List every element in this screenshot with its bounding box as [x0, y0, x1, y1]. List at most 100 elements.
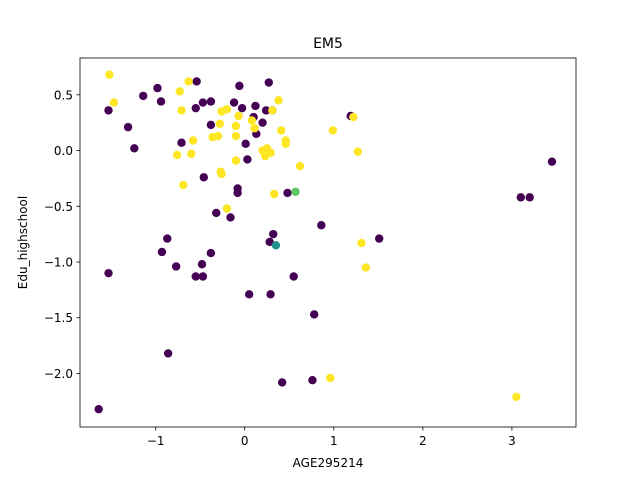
scatter-point — [250, 124, 259, 133]
scatter-point — [274, 96, 283, 105]
scatter-point — [281, 139, 290, 149]
scatter-point — [234, 111, 243, 121]
scatter-point — [213, 131, 223, 141]
scatter-point — [328, 126, 338, 135]
scatter-point — [247, 116, 257, 125]
scatter-point — [177, 106, 186, 115]
scatter-point — [266, 148, 275, 157]
y-tick-label: 0.5 — [54, 88, 73, 102]
y-tick-label: −2.0 — [44, 367, 73, 381]
axes-frame — [79, 57, 577, 428]
scatter-point — [206, 97, 216, 106]
scatter-point — [361, 263, 371, 272]
chart-title: EM5 — [313, 36, 343, 52]
scatter-point — [269, 229, 278, 239]
scatter-point — [212, 208, 221, 218]
scatter-point — [105, 70, 114, 79]
scatter-point — [264, 78, 273, 87]
scatter-point — [171, 262, 181, 271]
scatter-point — [226, 213, 235, 222]
scatter-point — [229, 98, 239, 107]
scatter-point — [269, 189, 279, 199]
scatter-point — [244, 290, 254, 299]
scatter-point — [295, 161, 305, 171]
x-tick-label: −1 — [147, 434, 165, 448]
y-tick-label: 0.0 — [54, 144, 73, 158]
scatter-point — [258, 118, 267, 127]
scatter-point — [187, 149, 196, 159]
scatter-point — [184, 77, 193, 86]
scatter-point — [163, 234, 172, 243]
scatter-point — [375, 234, 384, 243]
scatter-point — [283, 188, 292, 198]
scatter-point — [94, 404, 103, 414]
scatter-point — [310, 310, 319, 319]
scatter-point — [237, 103, 247, 113]
scatter-point — [326, 373, 335, 383]
scatter-point — [163, 349, 173, 358]
scatter-point — [139, 91, 148, 101]
scatter-point — [308, 375, 317, 385]
scatter-point — [197, 260, 207, 269]
scatter-point — [271, 241, 281, 250]
scatter-point — [191, 272, 200, 281]
y-axis-ticks: 0.5 0.0 −0.5 −1.0 −1.5 −2.0 — [44, 88, 80, 381]
scatter-point — [353, 147, 363, 156]
scatter-point — [265, 237, 274, 247]
scatter-point — [157, 247, 167, 257]
scatter-point — [109, 98, 119, 107]
scatter-point — [123, 122, 133, 132]
scatter-point — [217, 107, 226, 116]
scatter-point — [512, 392, 521, 402]
scatter-point — [349, 112, 358, 122]
scatter-point — [516, 193, 525, 202]
scatter-point — [153, 83, 162, 93]
scatter-point — [261, 106, 271, 115]
x-tick-label: 3 — [508, 434, 516, 448]
scatter-point — [206, 248, 216, 258]
y-tick-label: −0.5 — [44, 200, 73, 214]
scatter-point — [188, 136, 198, 145]
scatter-point — [130, 144, 139, 153]
scatter-point — [179, 180, 188, 190]
y-tick-label: −1.0 — [44, 256, 73, 270]
scatter-point — [266, 290, 275, 299]
x-tick-label: 2 — [419, 434, 427, 448]
scatter-point — [192, 77, 201, 86]
scatter-point — [231, 156, 241, 165]
data-points — [94, 70, 557, 414]
scatter-point — [357, 238, 366, 248]
scatter-point — [199, 173, 208, 182]
y-tick-label: −1.5 — [44, 311, 73, 325]
x-tick-label: 1 — [330, 434, 338, 448]
scatter-point — [217, 169, 226, 179]
scatter-point — [177, 138, 186, 147]
x-axis-label: AGE295214 — [293, 456, 364, 470]
scatter-point — [547, 157, 557, 166]
scatter-point — [191, 103, 200, 113]
scatter-point — [277, 378, 287, 387]
scatter-point — [104, 106, 113, 115]
scatter-point — [241, 139, 250, 149]
scatter-point — [231, 131, 241, 141]
scatter-point — [175, 87, 184, 96]
x-axis-ticks: −1 0 1 2 3 — [147, 427, 516, 448]
scatter-point — [243, 155, 252, 164]
scatter-point — [268, 106, 277, 115]
scatter-point — [104, 268, 113, 278]
scatter-point — [317, 221, 326, 230]
scatter-point — [222, 204, 232, 213]
scatter-point — [525, 193, 534, 202]
scatter-point — [289, 272, 298, 281]
x-tick-label: 0 — [241, 434, 249, 448]
scatter-point — [231, 121, 241, 131]
scatter-point — [198, 272, 208, 281]
scatter-point — [198, 98, 208, 107]
scatter-point — [235, 81, 244, 91]
y-axis-label: Edu_highschool — [16, 196, 30, 289]
scatter-point — [206, 120, 216, 130]
scatter-point — [291, 187, 300, 196]
scatter-point — [277, 126, 286, 135]
